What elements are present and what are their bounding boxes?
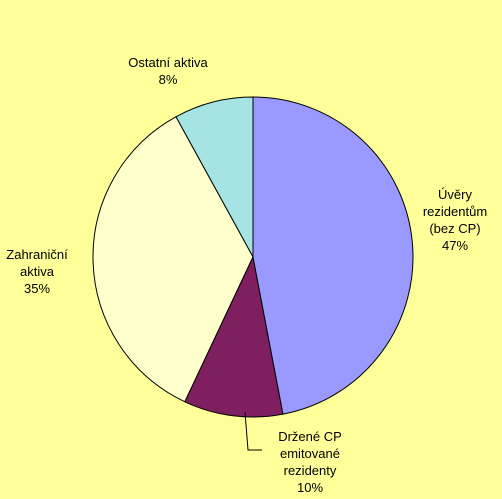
value-label: 10%	[296, 480, 324, 495]
slice-label: Zahraniční aktiva 35%	[0, 246, 78, 297]
value-label: 47%	[441, 238, 469, 253]
leader-line	[244, 411, 262, 451]
slice-label: Ostatní aktiva 8%	[108, 54, 228, 88]
category-label: Ostatní aktiva	[128, 55, 208, 70]
value-label: 35%	[23, 281, 51, 296]
slice-label: Úvěry rezidentům (bez CP) 47%	[413, 186, 497, 254]
slice-label: Držené CP emitované rezidenty 10%	[264, 428, 356, 496]
pie-slice	[92, 116, 254, 403]
pie-slice	[252, 96, 414, 415]
category-label: Držené CP emitované rezidenty	[278, 429, 342, 478]
value-label: 8%	[158, 72, 178, 87]
category-label: Úvěry rezidentům (bez CP)	[422, 187, 488, 236]
pie-slice	[184, 255, 284, 418]
category-label: Zahraniční aktiva	[6, 247, 68, 279]
